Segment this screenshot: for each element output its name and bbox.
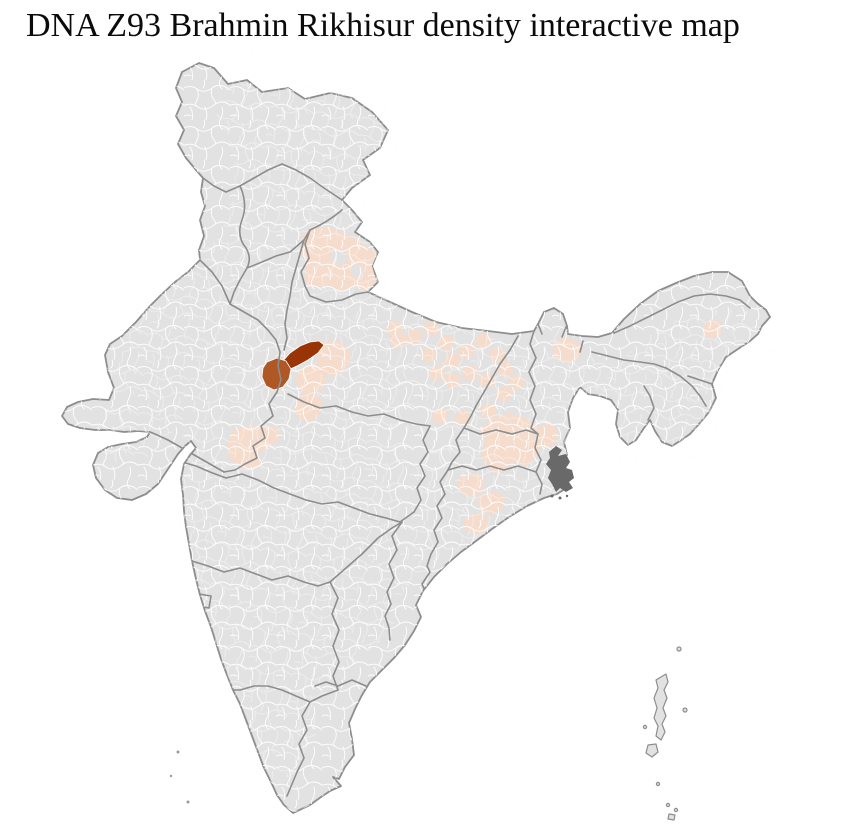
- lakshadweep-islands: [169, 750, 190, 804]
- state-borders: [149, 163, 751, 797]
- district-mesh-overlay-2: [19, 22, 814, 840]
- delta-marsh-sundarbans: [546, 446, 574, 492]
- delta-specks: [550, 494, 569, 500]
- andaman-nicobar-islands[interactable]: [642, 646, 688, 821]
- district-density-medium[interactable]: [261, 357, 292, 391]
- district-density-high[interactable]: [281, 340, 325, 371]
- page-title: DNA Z93 Brahmin Rikhisur density interac…: [26, 7, 740, 44]
